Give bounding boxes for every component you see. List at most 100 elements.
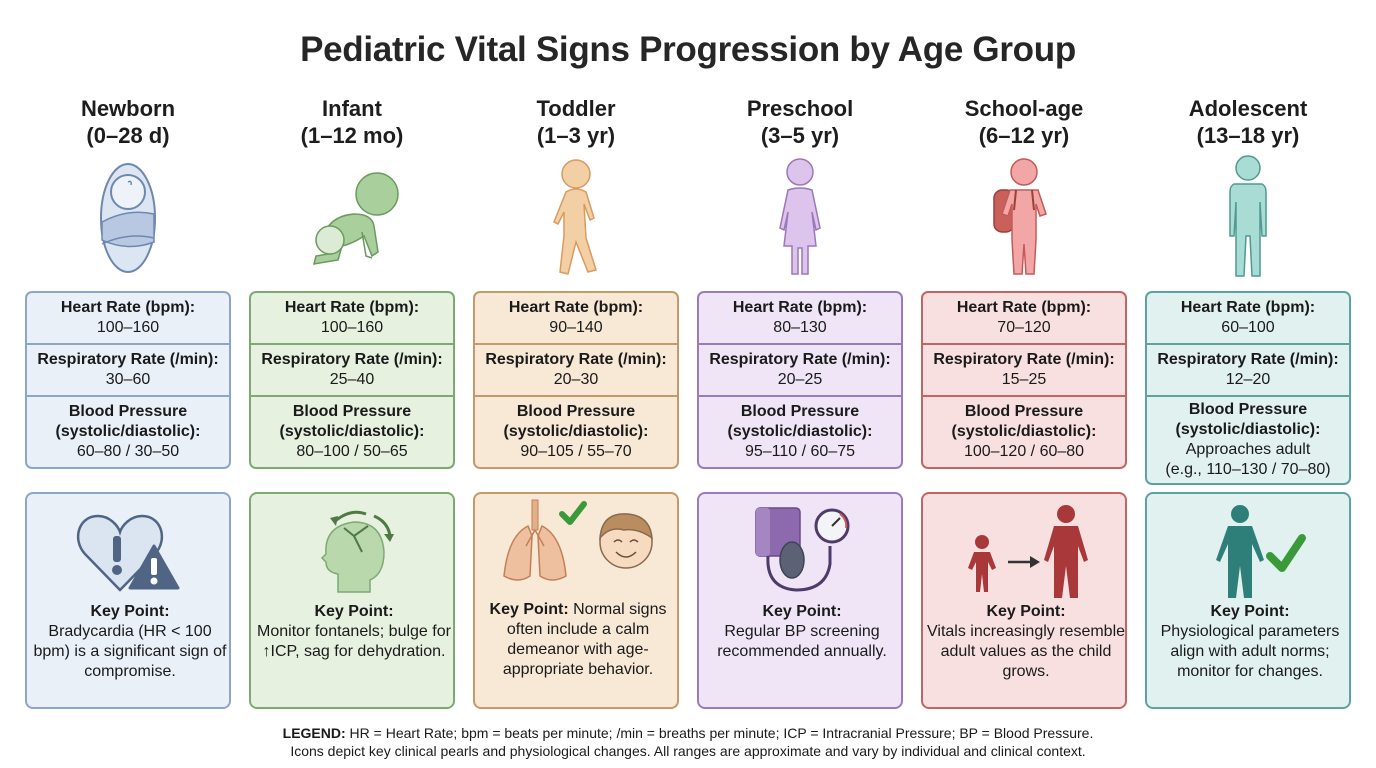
blood-pressure-label: Blood Pressure [1188,401,1308,418]
key-point-label: Key Point: [90,603,170,620]
age-group-range: (1–3 yr) [536,123,616,148]
heart-rate-value: 70–120 [997,319,1051,336]
heart-rate-value: 100–160 [320,319,384,336]
key-point-text: Key Point: Bradycardia (HR < 100 bpm) is… [31,602,229,682]
lungs-happy-child-icon [503,499,653,581]
key-point-card: Key Point: Vitals increasingly resemble … [921,492,1127,709]
heart-rate-row: Heart Rate (bpm): 100–160 [251,293,453,345]
key-point-body: Physiological parameters align with adul… [1160,623,1340,680]
blood-pressure-row: Blood Pressure (systolic/diastolic): 100… [923,397,1125,467]
blood-pressure-value: 60–80 / 30–50 [76,443,180,460]
key-point-label: Key Point: [314,603,394,620]
heart-warning-icon [76,514,180,592]
crawling-infant-icon [312,172,399,265]
age-group-heading: School-age (6–12 yr) [921,95,1127,149]
key-point-text: Key Point: Regular BP screening recommen… [703,602,901,662]
heart-rate-row: Heart Rate (bpm): 70–120 [923,293,1125,345]
key-point-body: Monitor fontanels; bulge for ↑ICP, sag f… [257,623,451,660]
respiratory-rate-label: Respiratory Rate (/min): [709,351,891,368]
respiratory-rate-label: Respiratory Rate (/min): [485,351,667,368]
respiratory-rate-row: Respiratory Rate (/min): 15–25 [923,345,1125,397]
heart-rate-value: 60–100 [1221,319,1275,336]
age-group-name: School-age [964,96,1084,121]
key-point-card: Key Point: Physiological parameters alig… [1145,492,1351,709]
respiratory-rate-value: 20–25 [777,371,823,388]
age-group-name: Toddler [536,96,616,121]
key-point-label: Key Point: [1210,603,1290,620]
heart-rate-label: Heart Rate (bpm): [732,299,868,316]
respiratory-rate-row: Respiratory Rate (/min): 30–60 [27,345,229,397]
age-group-range: (6–12 yr) [978,123,1070,148]
blood-pressure-row: Blood Pressure (systolic/diastolic): App… [1147,397,1349,483]
vitals-card: Heart Rate (bpm): 70–120 Respiratory Rat… [921,291,1127,469]
age-group-infant: Infant (1–12 mo) Heart Rate (bpm): 100–1… [249,0,455,768]
age-group-heading: Preschool (3–5 yr) [697,95,903,149]
age-group-adolescent: Adolescent (13–18 yr) Heart Rate (bpm): … [1145,0,1351,768]
blood-pressure-label: Blood Pressure [740,403,860,420]
blood-pressure-sublabel: (systolic/diastolic): [279,423,425,440]
key-point-card: Key Point: Regular BP screening recommen… [697,492,903,709]
respiratory-rate-label: Respiratory Rate (/min): [261,351,443,368]
blood-pressure-value: 80–100 / 50–65 [296,443,408,460]
key-point-label: Key Point: [489,601,569,618]
swaddled-newborn-icon [100,163,156,273]
blood-pressure-row: Blood Pressure (systolic/diastolic): 60–… [27,397,229,467]
blood-pressure-value: 90–105 / 55–70 [520,443,632,460]
age-group-heading: Toddler (1–3 yr) [473,95,679,149]
key-point-text: Key Point: Monitor fontanels; bulge for … [255,602,453,662]
legend-abbreviations: HR = Heart Rate; bpm = beats per minute;… [345,725,1094,741]
vitals-card: Heart Rate (bpm): 80–130 Respiratory Rat… [697,291,903,469]
key-point-body: Normal signs often include a calm demean… [502,601,667,678]
blood-pressure-row: Blood Pressure (systolic/diastolic): 80–… [251,397,453,467]
blood-pressure-cuff-icon [755,507,850,592]
vitals-card: Heart Rate (bpm): 60–100 Respiratory Rat… [1145,291,1351,485]
heart-rate-label: Heart Rate (bpm): [956,299,1092,316]
key-point-text: Key Point: Physiological parameters alig… [1151,602,1349,682]
blood-pressure-row: Blood Pressure (systolic/diastolic): 90–… [475,397,677,467]
heart-rate-row: Heart Rate (bpm): 60–100 [1147,293,1349,345]
key-point-label: Key Point: [762,603,842,620]
heart-rate-label: Heart Rate (bpm): [508,299,644,316]
vitals-card: Heart Rate (bpm): 100–160 Respiratory Ra… [249,291,455,469]
age-group-name: Preschool [746,96,854,121]
respiratory-rate-value: 25–40 [329,371,375,388]
child-to-adult-icon [968,505,1088,598]
heart-rate-row: Heart Rate (bpm): 90–140 [475,293,677,345]
age-group-name: Infant [322,96,382,121]
respiratory-rate-row: Respiratory Rate (/min): 12–20 [1147,345,1349,397]
key-point-text: Key Point: Normal signs often include a … [479,600,677,680]
vitals-card: Heart Rate (bpm): 100–160 Respiratory Ra… [25,291,231,469]
respiratory-rate-row: Respiratory Rate (/min): 25–40 [251,345,453,397]
respiratory-rate-value: 30–60 [105,371,151,388]
respiratory-rate-value: 12–20 [1225,371,1271,388]
page-title: Pediatric Vital Signs Progression by Age… [300,30,1076,69]
heart-rate-value: 80–130 [773,319,827,336]
blood-pressure-label: Blood Pressure [516,403,636,420]
age-group-range: (3–5 yr) [760,123,840,148]
respiratory-rate-label: Respiratory Rate (/min): [933,351,1115,368]
vitals-card: Heart Rate (bpm): 90–140 Respiratory Rat… [473,291,679,469]
key-point-card: Key Point: Bradycardia (HR < 100 bpm) is… [25,492,231,709]
age-group-name: Adolescent [1188,96,1308,121]
heart-rate-label: Heart Rate (bpm): [1180,299,1316,316]
age-group-range: (13–18 yr) [1196,123,1300,148]
age-group-newborn: Newborn (0–28 d) Heart Rate (bpm): 100–1… [25,0,231,768]
preschool-girl-icon [779,158,821,275]
respiratory-rate-value: 20–30 [553,371,599,388]
key-point-body: Vitals increasingly resemble adult value… [927,623,1126,680]
respiratory-rate-value: 15–25 [1001,371,1047,388]
heart-rate-value: 100–160 [96,319,160,336]
key-point-text: Key Point: Vitals increasingly resemble … [927,602,1125,682]
key-point-body: Bradycardia (HR < 100 bpm) is a signific… [33,623,227,680]
blood-pressure-label: Blood Pressure [964,403,1084,420]
child-with-backpack-icon [993,158,1047,275]
heart-rate-label: Heart Rate (bpm): [284,299,420,316]
legend-heading: LEGEND: [282,725,346,741]
adolescent-figure-icon [1229,155,1267,277]
blood-pressure-sublabel: (systolic/diastolic): [951,423,1097,440]
blood-pressure-value: 100–120 / 60–80 [963,443,1085,460]
blood-pressure-example: (e.g., 110–130 / 70–80) [1165,461,1331,478]
age-group-preschool: Preschool (3–5 yr) Heart Rate (bpm): 80–… [697,0,903,768]
key-point-label: Key Point: [986,603,1066,620]
blood-pressure-label: Blood Pressure [292,403,412,420]
